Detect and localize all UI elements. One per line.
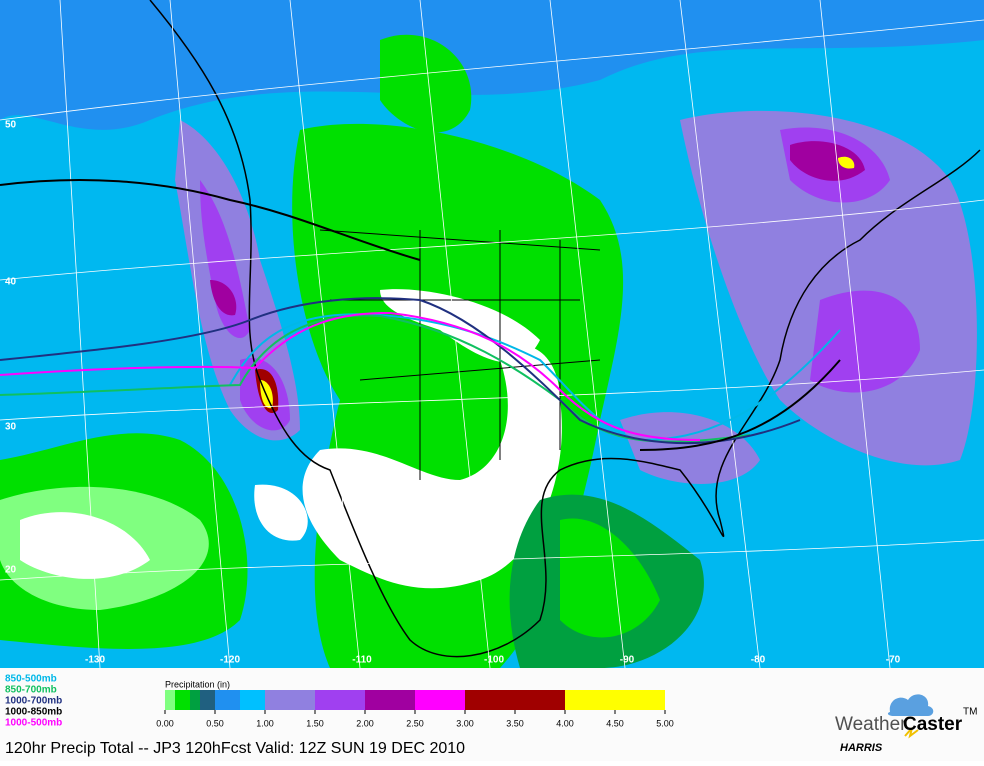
scale-segment xyxy=(165,690,175,710)
thickness-lines xyxy=(0,179,841,451)
scale-segment xyxy=(565,690,665,710)
map-labels: 50 40 30 20 -130 -120 -110 -100 -90 -80 … xyxy=(5,120,901,666)
scale-segment xyxy=(175,690,190,710)
scale-segment xyxy=(365,690,415,710)
field xyxy=(380,34,472,133)
thickness-legend: 850-500mb850-700mb1000-700mb1000-850mb10… xyxy=(5,674,62,729)
state-lines xyxy=(319,229,601,480)
field xyxy=(810,290,920,393)
scale-segment xyxy=(315,690,365,710)
legend-entry: 850-700mb xyxy=(5,685,57,696)
field xyxy=(790,141,865,181)
thickness-line xyxy=(229,313,841,442)
thickness-line xyxy=(0,297,801,445)
logo-cloud xyxy=(887,694,934,716)
logo-tm: TM xyxy=(963,707,977,718)
scale-segment xyxy=(200,690,215,710)
lat-label: 40 xyxy=(5,277,17,288)
scale-segment xyxy=(240,690,265,710)
lon-label: -100 xyxy=(484,655,504,666)
scale-tick-label: 2.50 xyxy=(406,718,424,728)
scale-tick-label: 3.00 xyxy=(456,718,474,728)
lon-label: -90 xyxy=(620,655,635,666)
lon-label: -110 xyxy=(352,655,372,666)
lon-label: -120 xyxy=(220,655,240,666)
lon-label: -80 xyxy=(751,655,766,666)
logo-maker: HARRIS xyxy=(840,742,883,754)
scale-tick-label: 1.00 xyxy=(256,718,274,728)
logo-brand: Caster xyxy=(903,714,963,735)
legend-entry: 1000-700mb xyxy=(5,696,62,707)
scale-segment xyxy=(265,690,315,710)
field xyxy=(838,156,855,169)
footer-title: 120hr Precip Total -- JP3 120hFcst Valid… xyxy=(5,740,465,757)
boundaries xyxy=(149,0,981,658)
scale-tick-label: 0.00 xyxy=(156,718,174,728)
logo-brand: Weather xyxy=(835,714,907,735)
logo: Weather Caster TM HARRIS xyxy=(835,694,977,754)
lat-label: 50 xyxy=(5,120,17,131)
coastline xyxy=(149,0,981,658)
scale-segment xyxy=(190,690,200,710)
footer-panel xyxy=(0,668,984,761)
scale-tick-label: 4.00 xyxy=(556,718,574,728)
field xyxy=(0,0,984,130)
lon-label: -70 xyxy=(886,655,901,666)
scale-title: Precipitation (in) xyxy=(165,679,230,689)
lat-label: 30 xyxy=(5,422,17,433)
scale-tick-label: 2.00 xyxy=(356,718,374,728)
thickness-line xyxy=(0,311,701,441)
scale-tick-label: 4.50 xyxy=(606,718,624,728)
field xyxy=(560,518,660,638)
scale-segment xyxy=(215,690,240,710)
logo-bolt xyxy=(904,727,919,739)
legend-entry: 850-500mb xyxy=(5,674,57,685)
field xyxy=(210,280,237,316)
lat-label: 20 xyxy=(5,565,17,576)
field xyxy=(254,484,308,541)
lon-label: -130 xyxy=(85,655,105,666)
scale-segment xyxy=(465,690,565,710)
scale-tick-label: 1.50 xyxy=(306,718,324,728)
field xyxy=(302,345,562,589)
latitude-lines xyxy=(0,19,984,581)
legend-entry: 1000-500mb xyxy=(5,718,62,729)
thickness-line xyxy=(0,179,841,451)
scale-tick-label: 3.50 xyxy=(506,718,524,728)
scale-tick-label: 5.00 xyxy=(656,718,674,728)
precip-scale: 0.00 0.50 1.00 1.50 2.00 2.50 3.00 3.50 4.00 4.50… xyxy=(156,690,674,728)
legend-entry: 1000-850mb xyxy=(5,707,62,718)
field xyxy=(620,412,760,484)
field xyxy=(200,180,250,339)
field xyxy=(20,512,150,579)
scale-segment xyxy=(415,690,465,710)
scale-tick-label: 0.50 xyxy=(206,718,224,728)
